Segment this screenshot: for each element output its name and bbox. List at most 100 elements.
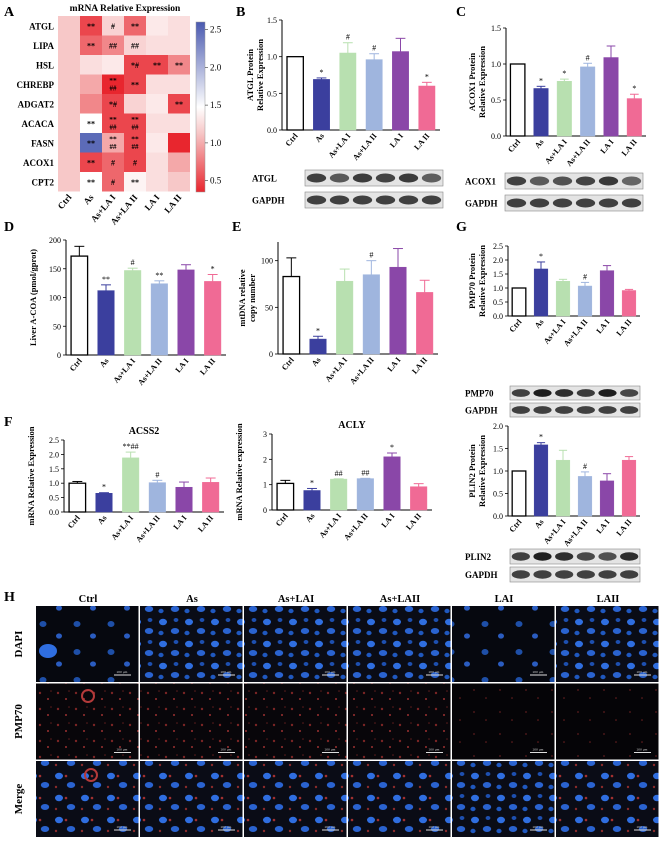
y-tick-label: 3: [263, 430, 267, 439]
significance-mark: **##: [123, 442, 139, 451]
panel-letter-g: G: [456, 220, 467, 235]
heatmap-cell: [58, 133, 80, 153]
micrograph-image: [140, 606, 243, 682]
y-axis-label-line: ATGL Protein: [245, 49, 255, 101]
micrograph-image: [348, 761, 451, 837]
heatmap-cell: [168, 16, 190, 36]
blot-band: [511, 570, 530, 579]
x-tick-label: LA II: [620, 138, 639, 158]
bar: [124, 270, 142, 356]
heatmap-annotation: **: [87, 158, 95, 167]
heatmap-cell: [146, 35, 168, 55]
bar: [309, 338, 327, 355]
y-tick-label: 150: [49, 265, 61, 274]
heatmap-cell: [124, 113, 146, 133]
heatmap-cell: [80, 152, 102, 172]
y-tick-label: 100: [261, 257, 273, 266]
blot-band: [329, 173, 350, 183]
significance-mark: *: [316, 326, 320, 335]
significance-mark: **: [102, 275, 110, 284]
x-tick-label: LA I: [594, 518, 611, 536]
micrograph-image: [36, 606, 139, 682]
heatmap-annotation: **: [109, 115, 117, 124]
significance-mark: #: [586, 53, 590, 62]
scale-bar-label: 200 μm: [429, 825, 440, 829]
blot-band: [398, 195, 419, 205]
chart-title: ACSS2: [129, 426, 160, 437]
heatmap-cell: [168, 94, 190, 114]
heatmap-annotation: **: [109, 135, 117, 144]
x-tick-label: LA II: [412, 132, 431, 152]
heatmap-annotation: ##: [110, 143, 118, 151]
heatmap-cell: [124, 152, 146, 172]
panel-letter-f: F: [4, 415, 13, 430]
heatmap-annotation: #: [111, 22, 115, 31]
bar: [204, 281, 222, 356]
colorbar-tick-label: 1.0: [210, 138, 222, 148]
blot-band: [506, 198, 527, 208]
y-tick-label: 2.0: [493, 256, 503, 265]
x-tick-label: LA II: [614, 518, 633, 538]
bar: [150, 283, 168, 356]
bar: [389, 266, 407, 355]
bar: [418, 85, 436, 131]
bar: [303, 490, 321, 511]
micrograph-col-label: As+LAII: [380, 594, 420, 605]
bar: [599, 480, 615, 517]
blot-band: [329, 195, 350, 205]
heatmap-cell: [124, 74, 146, 94]
bar: [177, 269, 195, 356]
bar: [339, 52, 357, 131]
heatmap-annotation: #: [111, 158, 115, 167]
x-tick-label: As+LA II: [565, 138, 593, 169]
blot-band: [552, 176, 573, 186]
blot-band: [555, 552, 574, 561]
bar-chart-g-pmp70: 0.0 0.5 1.0 1.5 2.0 2.5 PMP70 ProteinRelative …: [467, 242, 640, 348]
significance-mark: *: [632, 84, 636, 93]
x-tick-label: As: [533, 138, 546, 151]
bar: [599, 270, 615, 317]
y-tick-label: 1.0: [491, 60, 501, 69]
y-tick-label: 0.5: [267, 89, 277, 98]
heatmap-annotation: **: [87, 119, 95, 128]
panel-letter-c: C: [456, 5, 466, 20]
heatmap-row-label: FASN: [31, 138, 54, 148]
significance-mark: ##: [335, 469, 343, 478]
bar-chart-g-plin2: 0.0 0.5 1.0 1.5 2.0 PLIN2 ProteinRelative Exp…: [467, 422, 640, 548]
blot-band: [529, 198, 550, 208]
blot-band: [398, 173, 419, 183]
y-tick-label: 0.5: [493, 298, 503, 307]
micrograph-image: [140, 761, 243, 837]
panel-letter-h: H: [4, 590, 15, 605]
x-tick-label: As+LA II: [351, 132, 379, 163]
bar: [416, 292, 434, 355]
bar: [555, 281, 571, 317]
blot-band: [533, 570, 552, 579]
x-tick-label: As+LA II: [136, 357, 164, 388]
scale-bar-label: 200 μm: [221, 825, 232, 829]
y-tick-label: 2.0: [493, 422, 503, 431]
heatmap-annotation: **: [87, 41, 95, 50]
heatmap-cell: [168, 74, 190, 94]
blot-band: [552, 198, 573, 208]
heatmap-cell: [102, 74, 124, 94]
heatmap-annotation: #: [111, 178, 115, 187]
significance-mark: *: [320, 68, 324, 77]
heatmap-annotation: ##: [109, 41, 117, 50]
y-tick-label: 0.0: [267, 126, 277, 135]
blot-band: [621, 198, 642, 208]
bar: [202, 482, 220, 513]
x-tick-label: Ctrl: [274, 511, 291, 528]
y-axis-label: mRNA Relative expression: [234, 423, 244, 520]
blot-band: [575, 198, 596, 208]
heatmap-row-label: ACACA: [22, 119, 55, 129]
bar: [336, 280, 354, 355]
scale-bar-label: 200 μm: [221, 670, 232, 674]
heatmap-cell: [146, 16, 168, 36]
heatmap-annotation: ##: [131, 41, 139, 50]
bar: [555, 459, 571, 517]
micrograph-image: [556, 606, 659, 682]
x-tick-label: As: [98, 357, 111, 370]
bar: [621, 290, 637, 317]
